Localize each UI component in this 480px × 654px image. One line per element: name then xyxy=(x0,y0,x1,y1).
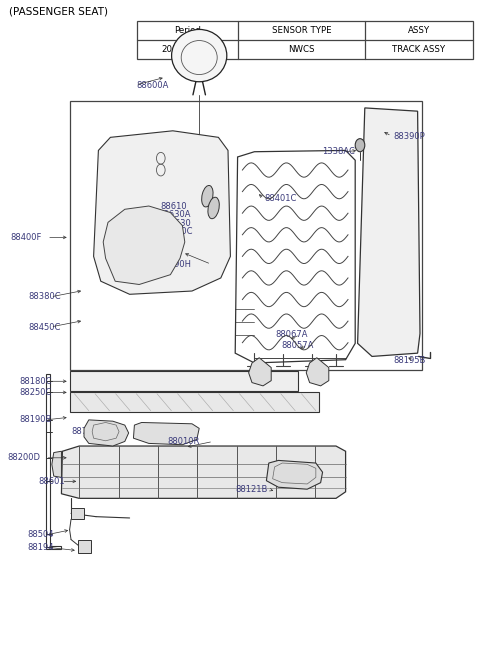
Polygon shape xyxy=(358,108,420,356)
Text: 88630A: 88630A xyxy=(158,210,191,219)
Text: 88610C: 88610C xyxy=(161,227,193,236)
Polygon shape xyxy=(70,392,319,412)
Text: 88067A: 88067A xyxy=(276,330,308,339)
Polygon shape xyxy=(306,358,329,386)
Text: 88390H: 88390H xyxy=(158,260,192,269)
Text: (PASSENGER SEAT): (PASSENGER SEAT) xyxy=(9,7,108,16)
Ellipse shape xyxy=(208,198,219,218)
Circle shape xyxy=(355,139,365,152)
Text: 88057A: 88057A xyxy=(281,341,313,350)
Ellipse shape xyxy=(202,186,213,207)
Polygon shape xyxy=(94,131,230,294)
Text: Period: Period xyxy=(174,26,201,35)
Polygon shape xyxy=(70,371,298,391)
Polygon shape xyxy=(61,446,346,498)
Bar xyxy=(78,540,91,553)
Text: 88195B: 88195B xyxy=(394,356,426,365)
Text: 88401C: 88401C xyxy=(264,194,296,203)
Text: 88450C: 88450C xyxy=(29,322,61,332)
Bar xyxy=(137,21,473,59)
Text: NWCS: NWCS xyxy=(288,45,315,54)
Text: 88600A: 88600A xyxy=(137,80,169,90)
Text: 88601: 88601 xyxy=(38,477,65,486)
Text: 88200D: 88200D xyxy=(8,453,41,462)
Text: ASSY: ASSY xyxy=(408,26,430,35)
Text: 1338AC: 1338AC xyxy=(322,147,354,156)
Text: 20101014~: 20101014~ xyxy=(162,45,213,54)
Polygon shape xyxy=(133,422,199,445)
Text: 88630: 88630 xyxy=(164,218,191,228)
Text: 88752B: 88752B xyxy=(71,427,104,436)
Text: 88380C: 88380C xyxy=(29,292,61,301)
Polygon shape xyxy=(249,358,271,386)
Text: 88390P: 88390P xyxy=(394,131,425,141)
Bar xyxy=(71,508,84,519)
Bar xyxy=(137,21,473,40)
Polygon shape xyxy=(266,460,323,489)
Text: 88190B: 88190B xyxy=(19,415,51,424)
Bar xyxy=(70,101,422,370)
Text: 88400F: 88400F xyxy=(11,233,42,242)
Text: 88610: 88610 xyxy=(161,201,187,211)
Text: 88504: 88504 xyxy=(28,530,54,539)
Text: 88180C: 88180C xyxy=(19,377,52,386)
Text: 88250C: 88250C xyxy=(19,388,51,397)
Text: 88010R: 88010R xyxy=(167,437,199,446)
Text: SENSOR TYPE: SENSOR TYPE xyxy=(272,26,331,35)
Polygon shape xyxy=(103,206,185,284)
Text: 88121B: 88121B xyxy=(235,485,267,494)
Text: 88194: 88194 xyxy=(28,543,54,552)
Ellipse shape xyxy=(172,29,227,82)
Polygon shape xyxy=(84,420,129,446)
Polygon shape xyxy=(52,451,61,477)
Text: TRACK ASSY: TRACK ASSY xyxy=(393,45,445,54)
